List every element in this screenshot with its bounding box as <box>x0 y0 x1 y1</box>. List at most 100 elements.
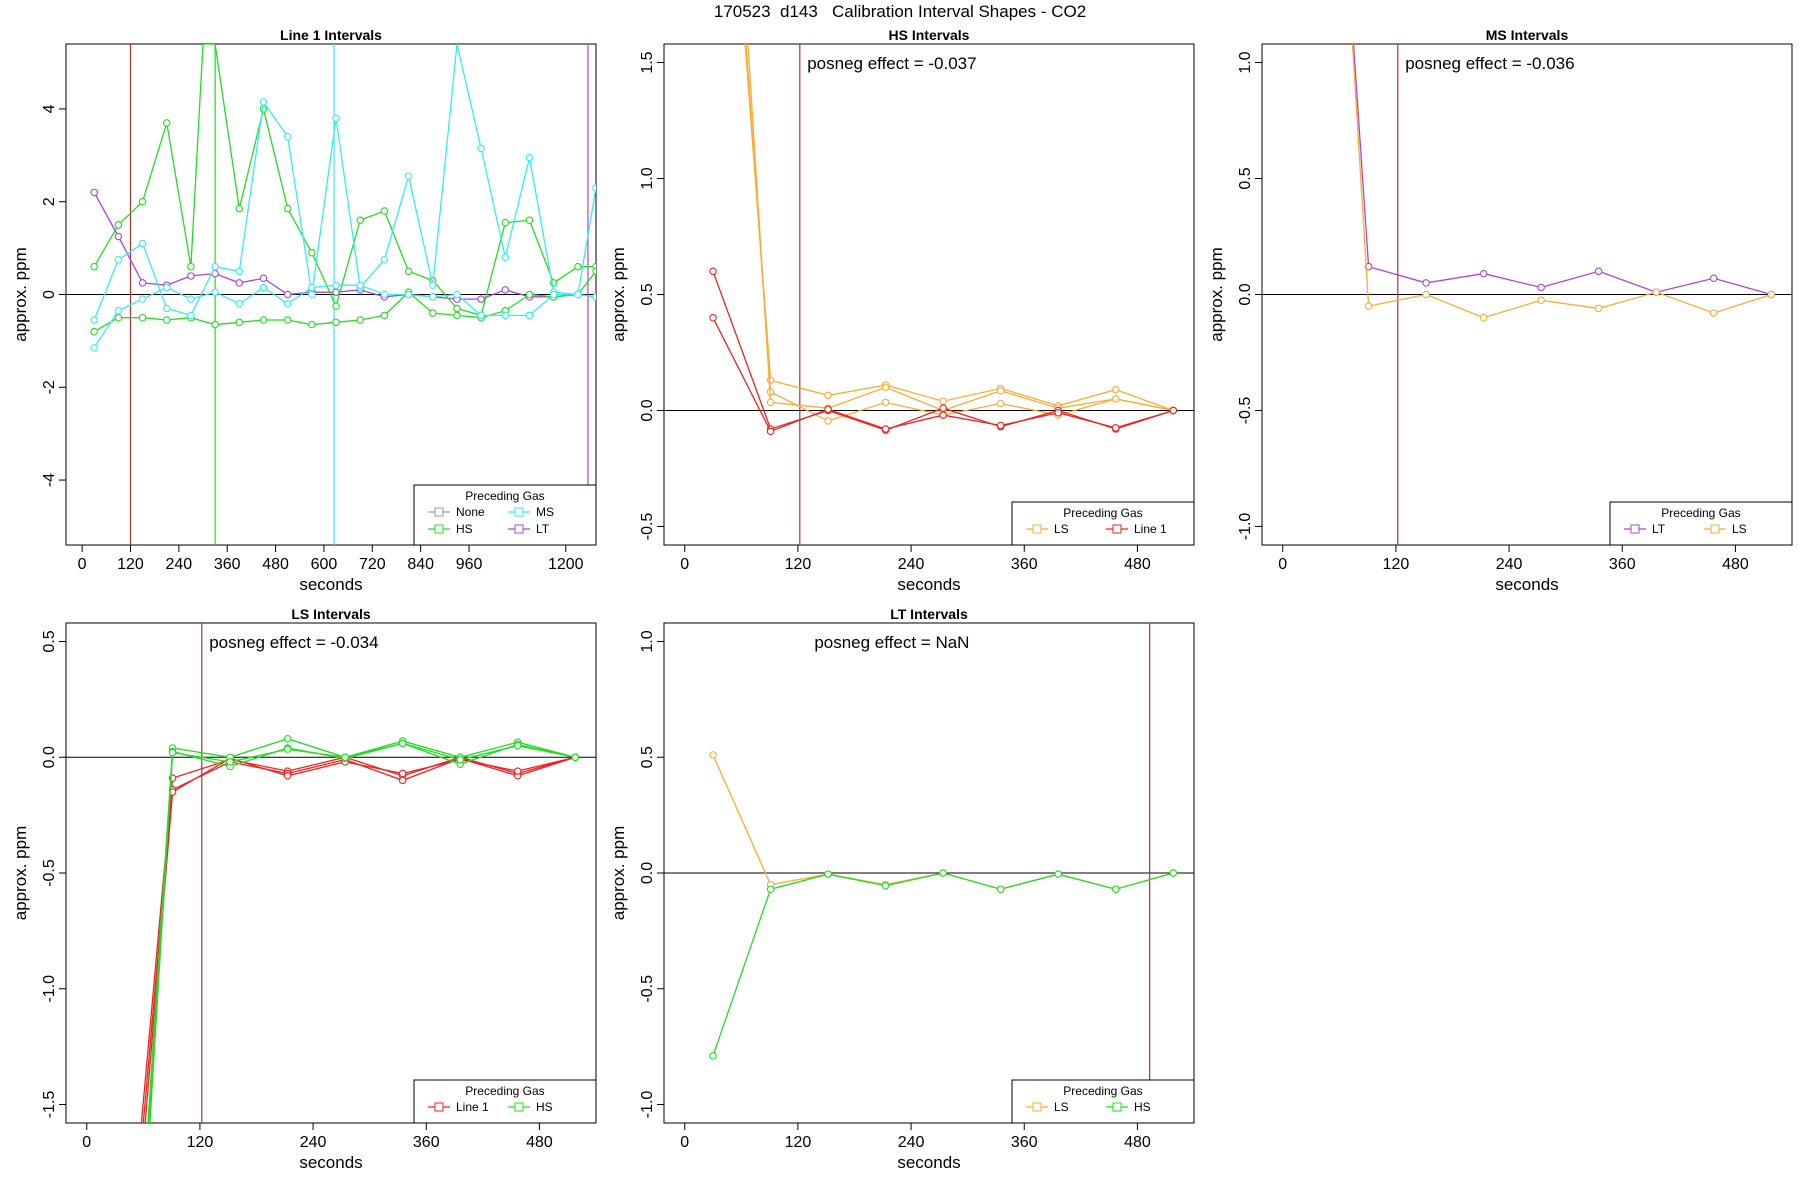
x-tick-label: 480 <box>526 1134 553 1151</box>
legend-entry-label: Line 1 <box>1134 522 1167 536</box>
series-line-ls <box>747 44 1174 412</box>
data-point <box>1767 290 1776 299</box>
posneg-annotation: posneg effect = -0.036 <box>1405 54 1574 73</box>
x-tick-label: 480 <box>1722 556 1749 573</box>
legend-entry-label: HS <box>536 1100 553 1114</box>
data-point <box>138 197 147 206</box>
y-tick-label: 0.5 <box>1237 167 1254 189</box>
x-tick-label: 0 <box>78 556 87 573</box>
y-axis-label: approx. ppm <box>609 247 628 342</box>
x-tick-label: 600 <box>311 556 338 573</box>
data-point <box>1537 283 1545 292</box>
x-axis-label: seconds <box>1495 575 1558 594</box>
x-tick-label: 480 <box>262 556 289 573</box>
data-point <box>235 318 244 327</box>
data-point <box>308 249 316 257</box>
data-point <box>1111 395 1120 403</box>
data-point <box>1054 870 1062 878</box>
x-tick-label: 120 <box>785 556 812 573</box>
y-tick-label: 2 <box>41 197 58 206</box>
data-point <box>766 398 775 407</box>
data-point <box>939 404 947 412</box>
series-line-lt <box>1352 44 1772 296</box>
x-tick-label: 240 <box>166 556 193 573</box>
data-point <box>824 405 832 414</box>
data-point <box>163 283 171 292</box>
data-point <box>283 300 292 308</box>
series-line-lt <box>93 192 596 300</box>
plot-frame <box>663 43 1195 546</box>
plot-area <box>664 44 1194 545</box>
y-tick-label: 0.0 <box>1237 283 1254 305</box>
data-point <box>138 295 147 303</box>
data-point <box>259 274 268 283</box>
y-tick-label: -1.0 <box>41 975 58 1003</box>
series-line-ls <box>712 754 1174 890</box>
y-tick-label: 1.0 <box>639 167 656 189</box>
y-axis-label: approx. ppm <box>609 826 628 921</box>
series-line-ls <box>745 44 1174 422</box>
x-tick-label: 0 <box>82 1134 91 1151</box>
data-point <box>996 421 1005 430</box>
legend: Preceding Gas LT LS <box>1609 501 1793 546</box>
data-point <box>881 881 890 890</box>
data-point <box>138 239 147 248</box>
data-point <box>283 133 292 141</box>
posneg-annotation: posneg effect = -0.037 <box>807 54 976 73</box>
data-point <box>163 316 171 324</box>
y-axis-label: approx. ppm <box>1207 247 1226 342</box>
panel-5: LT Intervals 0 120 240 360 480 -1.0 -0.5 0.0 0.5 1… <box>609 606 1195 1172</box>
data-point <box>114 255 123 264</box>
data-point <box>1709 274 1718 283</box>
series-line-ls <box>744 44 1174 412</box>
plot-area <box>664 623 1194 1123</box>
data-point <box>332 302 340 310</box>
data-point <box>283 734 292 743</box>
data-point <box>477 295 485 303</box>
data-point <box>163 304 171 313</box>
data-point <box>1111 385 1120 394</box>
panel-title: LT Intervals <box>890 606 968 622</box>
data-point <box>235 300 244 308</box>
data-point <box>168 748 177 757</box>
y-tick-label: -1.0 <box>639 1091 656 1119</box>
legend-entry-label: LT <box>536 522 550 536</box>
legend-box <box>413 1079 597 1124</box>
data-point <box>235 279 244 287</box>
x-tick-label: 840 <box>407 556 434 573</box>
data-point <box>574 262 582 271</box>
data-point <box>881 425 890 433</box>
x-tick-label: 960 <box>456 556 483 573</box>
data-point <box>283 290 292 299</box>
data-point <box>1169 406 1178 415</box>
panel-title: LS Intervals <box>291 606 371 622</box>
data-point <box>163 119 171 127</box>
legend-title: Preceding Gas <box>1063 1084 1142 1098</box>
y-tick-label: 0 <box>41 290 58 299</box>
data-point <box>308 283 316 292</box>
x-tick-label: 120 <box>187 1134 214 1151</box>
x-axis-label: seconds <box>299 1153 362 1172</box>
data-point <box>939 397 947 405</box>
data-point <box>525 153 534 162</box>
x-tick-label: 0 <box>680 1134 689 1151</box>
x-axis-label: seconds <box>897 575 960 594</box>
legend-box <box>1609 501 1793 546</box>
data-point <box>1422 279 1430 287</box>
data-point <box>1594 267 1603 276</box>
plot-area <box>66 44 596 545</box>
legend-swatch-marker <box>514 1102 524 1112</box>
data-point <box>356 216 364 225</box>
data-point <box>525 311 534 320</box>
data-point <box>259 283 268 292</box>
plot-frame <box>65 622 597 1124</box>
data-point <box>283 204 292 213</box>
data-point <box>1479 313 1488 322</box>
legend: Preceding Gas LS HS <box>1011 1079 1195 1124</box>
data-point <box>429 293 437 301</box>
panel-2: HS Intervals 0 120 240 360 480 -0.5 0.0 0.5 1.0 1.… <box>609 27 1195 594</box>
series-line-hs <box>93 270 596 333</box>
legend-box <box>1011 1079 1195 1124</box>
data-point <box>1709 309 1718 317</box>
